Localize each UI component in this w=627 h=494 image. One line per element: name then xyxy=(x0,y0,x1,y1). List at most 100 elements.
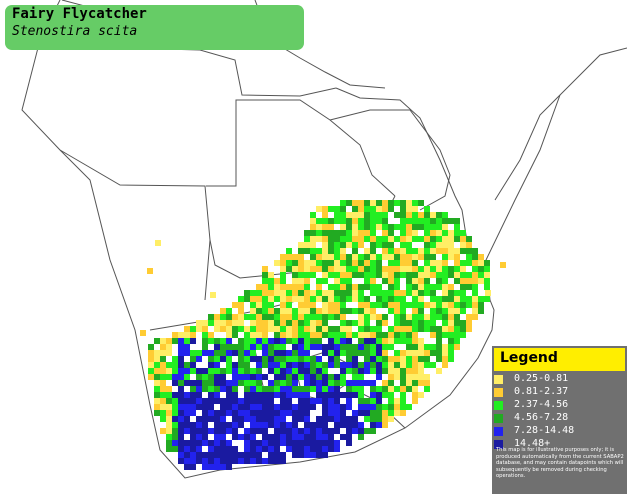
legend-swatch-1 xyxy=(494,375,503,384)
occurrence-cell xyxy=(436,266,442,272)
occurrence-cell xyxy=(140,330,146,336)
occurrence-cell xyxy=(166,434,172,440)
occurrence-cell xyxy=(292,374,298,380)
occurrence-cell xyxy=(358,428,364,434)
occurrence-cell xyxy=(340,308,346,314)
occurrence-cell xyxy=(454,338,460,344)
occurrence-cell xyxy=(358,422,364,428)
occurrence-cell xyxy=(376,236,382,242)
occurrence-cell xyxy=(442,212,448,218)
occurrence-cell xyxy=(256,326,262,332)
occurrence-cell xyxy=(418,350,424,356)
occurrence-cell xyxy=(256,392,262,398)
occurrence-cell xyxy=(418,362,424,368)
occurrence-cell xyxy=(352,386,358,392)
occurrence-cell xyxy=(346,266,352,272)
occurrence-cell xyxy=(304,446,310,452)
occurrence-cell xyxy=(196,428,202,434)
occurrence-cell xyxy=(376,290,382,296)
occurrence-cell xyxy=(352,428,358,434)
occurrence-cell xyxy=(208,386,214,392)
occurrence-cell xyxy=(268,314,274,320)
occurrence-cell xyxy=(202,458,208,464)
occurrence-cell xyxy=(304,278,310,284)
occurrence-cell xyxy=(232,320,238,326)
occurrence-cell xyxy=(304,284,310,290)
occurrence-cell xyxy=(298,368,304,374)
occurrence-cell xyxy=(214,434,220,440)
occurrence-cell xyxy=(256,368,262,374)
occurrence-cell xyxy=(334,278,340,284)
occurrence-cell xyxy=(304,416,310,422)
occurrence-cell xyxy=(256,284,262,290)
legend-heading: Legend xyxy=(500,350,558,366)
occurrence-cell xyxy=(322,206,328,212)
occurrence-cell xyxy=(418,254,424,260)
occurrence-cell xyxy=(394,212,400,218)
occurrence-cell xyxy=(370,350,376,356)
occurrence-cell xyxy=(448,326,454,332)
occurrence-cell xyxy=(244,314,250,320)
occurrence-cell xyxy=(346,242,352,248)
occurrence-cell xyxy=(424,344,430,350)
occurrence-cell xyxy=(208,332,214,338)
occurrence-cell xyxy=(238,326,244,332)
occurrence-cell xyxy=(364,200,370,206)
occurrence-cell xyxy=(394,278,400,284)
occurrence-cell xyxy=(226,404,232,410)
occurrence-cell xyxy=(172,440,178,446)
occurrence-cell xyxy=(400,200,406,206)
occurrence-cell xyxy=(334,440,340,446)
occurrence-cell xyxy=(376,422,382,428)
occurrence-cell xyxy=(196,350,202,356)
occurrence-cell xyxy=(298,290,304,296)
occurrence-cell xyxy=(268,446,274,452)
occurrence-cell xyxy=(304,398,310,404)
occurrence-cell xyxy=(256,380,262,386)
occurrence-cell xyxy=(364,284,370,290)
occurrence-cell xyxy=(154,410,160,416)
occurrence-cell xyxy=(184,410,190,416)
occurrence-cell xyxy=(220,440,226,446)
occurrence-cell xyxy=(334,260,340,266)
legend-label-5: 7.28-14.48 xyxy=(514,425,575,436)
occurrence-cell xyxy=(370,422,376,428)
occurrence-cell xyxy=(322,218,328,224)
occurrence-cell xyxy=(382,380,388,386)
occurrence-cell xyxy=(334,338,340,344)
occurrence-cell xyxy=(280,398,286,404)
occurrence-cell xyxy=(232,380,238,386)
occurrence-cell xyxy=(274,416,280,422)
occurrence-cell xyxy=(322,224,328,230)
occurrence-cell xyxy=(190,326,196,332)
occurrence-cell xyxy=(340,242,346,248)
occurrence-cell xyxy=(202,416,208,422)
occurrence-cell xyxy=(262,296,268,302)
occurrence-cell xyxy=(394,248,400,254)
occurrence-cell xyxy=(370,368,376,374)
occurrence-cell xyxy=(340,290,346,296)
occurrence-cell xyxy=(406,380,412,386)
occurrence-cell xyxy=(184,422,190,428)
occurrence-cell xyxy=(442,290,448,296)
occurrence-cell xyxy=(340,320,346,326)
occurrence-cell xyxy=(220,428,226,434)
occurrence-cell xyxy=(172,380,178,386)
occurrence-cell xyxy=(298,440,304,446)
occurrence-cell xyxy=(316,452,322,458)
occurrence-cell xyxy=(376,392,382,398)
occurrence-cell xyxy=(298,374,304,380)
occurrence-cell xyxy=(316,428,322,434)
occurrence-cell xyxy=(454,260,460,266)
occurrence-cell xyxy=(442,332,448,338)
occurrence-cell xyxy=(352,380,358,386)
occurrence-cell xyxy=(376,272,382,278)
occurrence-cell xyxy=(244,398,250,404)
occurrence-cell xyxy=(460,260,466,266)
occurrence-cell xyxy=(274,284,280,290)
occurrence-cell xyxy=(424,260,430,266)
occurrence-cell xyxy=(466,314,472,320)
occurrence-cell xyxy=(472,272,478,278)
occurrence-cell xyxy=(388,326,394,332)
occurrence-cell xyxy=(424,230,430,236)
